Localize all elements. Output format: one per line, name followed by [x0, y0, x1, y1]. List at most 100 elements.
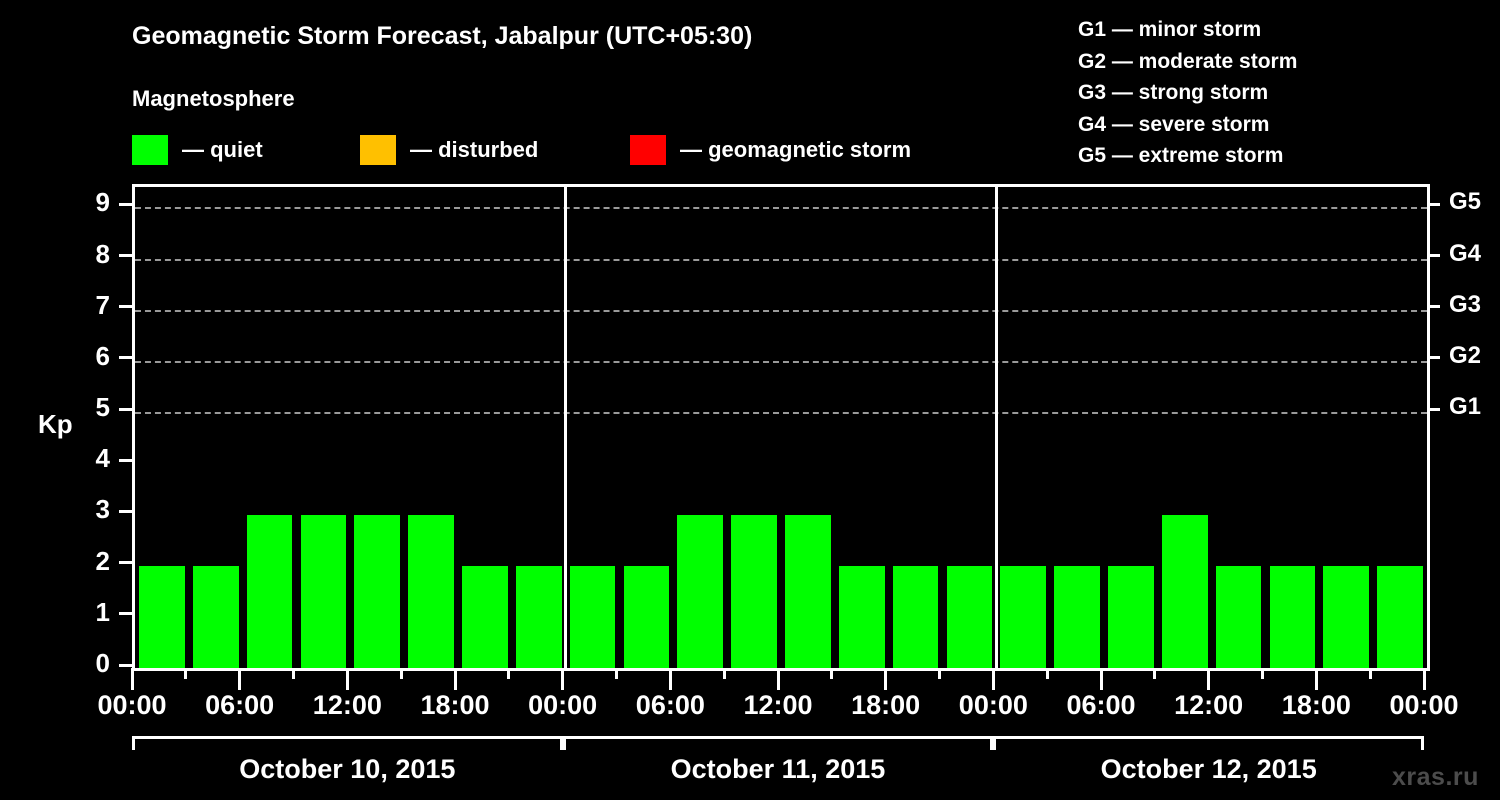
bar — [838, 565, 885, 668]
bar — [408, 514, 454, 668]
g-axis-tick — [1427, 305, 1440, 309]
y-axis-tick-label: 4 — [95, 443, 110, 474]
x-axis-tick-major — [776, 668, 780, 690]
x-axis-tick-minor — [399, 668, 403, 679]
g-axis-tick — [1427, 407, 1440, 411]
bar — [192, 565, 239, 668]
gridline — [135, 412, 1427, 415]
g-axis-tick — [1427, 202, 1440, 206]
date-label: October 12, 2015 — [1100, 754, 1317, 784]
green-swatch — [132, 135, 168, 165]
x-axis-tick-major — [238, 668, 242, 690]
date-bracket — [562, 736, 994, 750]
gridline — [135, 360, 1427, 363]
g-axis-label: G5 — [1449, 188, 1482, 216]
x-axis-tick-major — [1422, 668, 1426, 690]
g-scale-legend-line: G3 — strong storm — [1078, 81, 1269, 104]
legend-label: — disturbed — [410, 137, 539, 162]
x-axis-tick-minor — [615, 668, 618, 679]
x-axis-tick-label: 18:00 — [420, 690, 490, 720]
x-axis-tick-label: 18:00 — [851, 690, 921, 720]
g-axis-label: G4 — [1449, 239, 1482, 267]
day-separator — [564, 187, 568, 668]
day-separator — [994, 187, 998, 668]
g-axis-label: G2 — [1449, 341, 1482, 369]
x-axis-tick-label: 00:00 — [528, 690, 598, 720]
g-scale-legend-line: G2 — moderate storm — [1078, 49, 1298, 73]
x-axis-tick-major — [453, 668, 457, 690]
g-axis-tick — [1427, 254, 1440, 258]
x-axis-tick-label: 06:00 — [1066, 690, 1136, 720]
x-axis-tick-label: 00:00 — [958, 690, 1028, 720]
bar — [892, 565, 939, 668]
x-axis-tick-label: 06:00 — [635, 690, 705, 720]
y-axis-tick — [119, 254, 132, 258]
y-axis-tick-label: 3 — [95, 494, 110, 525]
x-axis-tick-major — [884, 668, 888, 690]
x-axis-tick-label: 00:00 — [1389, 690, 1459, 720]
y-axis-tick-label: 1 — [95, 596, 110, 627]
y-axis-tick — [119, 612, 132, 616]
y-axis-tick-label: 8 — [95, 238, 110, 269]
red-swatch — [630, 135, 666, 165]
bar — [946, 565, 993, 668]
legend-heading: Magnetosphere — [132, 86, 295, 111]
bar — [1161, 514, 1208, 668]
x-axis-tick-minor — [830, 668, 834, 679]
g-scale-legend-line: G1 — minor storm — [1078, 18, 1262, 41]
y-axis-tick-label: 5 — [95, 392, 110, 423]
x-axis-tick-minor — [507, 668, 511, 679]
chart-plot-area — [132, 184, 1430, 671]
x-axis-tick-major — [1207, 668, 1211, 690]
y-axis-tick-label: 2 — [95, 545, 110, 576]
legend-entry: — quiet — [132, 133, 263, 167]
date-bracket — [993, 736, 1424, 750]
y-axis-tick — [119, 663, 132, 667]
g-axis-label: G1 — [1449, 393, 1482, 421]
x-axis-tick-major — [130, 668, 134, 690]
y-axis-tick-label: 6 — [95, 340, 110, 371]
y-axis-tick — [119, 356, 132, 360]
g-axis-label: G3 — [1449, 290, 1482, 318]
x-axis-tick-label: 12:00 — [312, 690, 382, 720]
x-axis-tick-minor — [1153, 668, 1157, 679]
legend-label: — geomagnetic storm — [680, 137, 912, 162]
bar — [354, 514, 401, 668]
x-axis-tick-label: 06:00 — [205, 690, 275, 720]
date-label: October 10, 2015 — [239, 754, 456, 784]
bar — [1377, 565, 1423, 668]
y-axis-tick-label: 0 — [95, 648, 110, 678]
y-axis-tick — [119, 407, 132, 411]
x-axis-tick-major — [345, 668, 349, 690]
y-axis-title: Kp — [38, 409, 73, 439]
x-axis-tick-minor — [1045, 668, 1049, 679]
g-scale-legend: G1 — minor storm G2 — moderate storm G3 — … — [1078, 14, 1297, 172]
bar — [677, 514, 724, 668]
bar — [1054, 565, 1100, 668]
y-axis-tick-label: 9 — [95, 187, 110, 218]
gridline — [135, 309, 1427, 312]
bar — [785, 514, 831, 668]
y-axis-tick — [119, 458, 132, 462]
bar — [1000, 565, 1047, 668]
x-axis-tick-minor — [292, 668, 295, 679]
x-axis-tick-major — [1099, 668, 1103, 690]
date-label: October 11, 2015 — [670, 754, 886, 784]
gridline — [135, 258, 1427, 261]
y-axis-tick — [119, 202, 132, 206]
y-axis-tick — [119, 561, 132, 565]
bar — [731, 514, 777, 668]
bar — [462, 565, 508, 668]
x-axis-tick-label: 12:00 — [1174, 690, 1244, 720]
bar — [246, 514, 293, 668]
x-axis-tick-label: 18:00 — [1281, 690, 1351, 720]
bar — [623, 565, 670, 668]
bar — [569, 565, 616, 668]
g-axis-tick — [1427, 356, 1440, 360]
legend-label: — quiet — [182, 137, 263, 162]
x-axis-tick-major — [668, 668, 672, 690]
bar — [1323, 565, 1370, 668]
date-bracket — [132, 736, 563, 750]
bar — [300, 514, 347, 668]
x-axis-tick-minor — [1368, 668, 1372, 679]
